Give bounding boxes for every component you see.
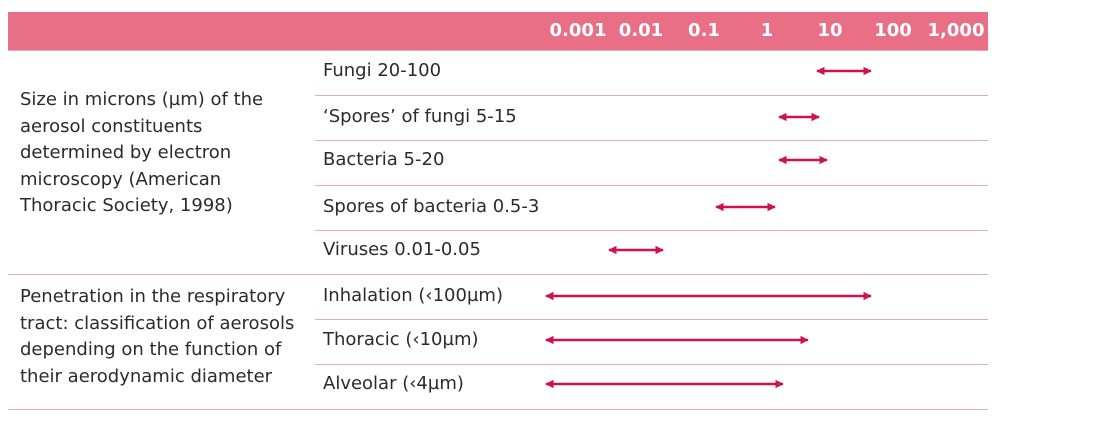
row-divider xyxy=(315,140,988,141)
scale-tick: 1,000 xyxy=(927,20,985,41)
row-divider xyxy=(315,230,988,231)
row-divider xyxy=(8,274,988,275)
row-divider xyxy=(8,409,988,410)
row-label: Alveolar (‹4µm) xyxy=(323,373,464,394)
row-label: Thoracic (‹10µm) xyxy=(323,329,479,350)
group-label-penetration: Penetration in the respiratory tract: cl… xyxy=(20,286,295,387)
scale-tick: 100 xyxy=(874,20,912,41)
row-divider xyxy=(315,364,988,365)
row-divider xyxy=(315,319,988,320)
row-label: Fungi 20-100 xyxy=(323,60,442,81)
row-label: Inhalation (‹100µm) xyxy=(323,285,503,306)
row-label: ‘Spores’ of fungi 5-15 xyxy=(323,106,517,127)
scale-tick: 10 xyxy=(817,20,843,41)
row-divider xyxy=(315,185,988,186)
scale-tick: 1 xyxy=(760,20,774,41)
group-label-size: Size in microns (µm) of the aerosol cons… xyxy=(20,89,264,216)
row-divider xyxy=(315,95,988,96)
row-label: Viruses 0.01-0.05 xyxy=(323,239,481,260)
scale-header: 0.001 0.01 0.1 1 10 100 1,000 xyxy=(8,12,988,50)
scale-tick: 0.01 xyxy=(618,20,664,41)
scale-tick: 0.1 xyxy=(688,20,720,41)
row-label: Bacteria 5-20 xyxy=(323,149,445,170)
scale-tick: 0.001 xyxy=(549,20,607,41)
row-label: Spores of bacteria 0.5-3 xyxy=(323,196,540,217)
row-divider xyxy=(8,50,988,51)
